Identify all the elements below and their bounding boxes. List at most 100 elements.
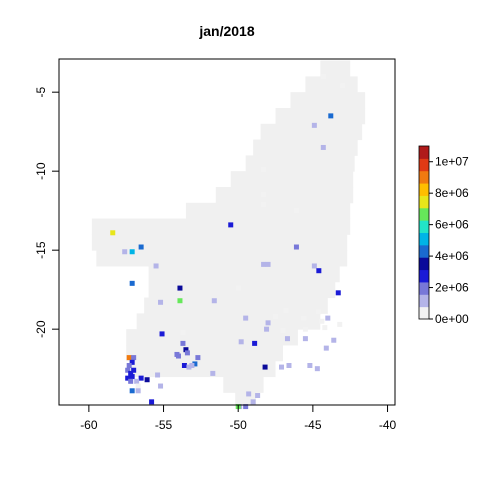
data-cell (129, 359, 135, 365)
legend-tick-label: 6e+06 (435, 218, 469, 232)
data-cell (265, 320, 271, 326)
data-cell (158, 299, 164, 305)
data-cell (328, 113, 334, 119)
data-cell (243, 404, 249, 410)
data-cell (293, 244, 299, 250)
data-cell (159, 331, 165, 337)
region-band (91, 218, 351, 235)
data-cell (255, 393, 261, 399)
data-cell (129, 374, 135, 380)
data-cell (337, 321, 343, 327)
data-cell (340, 83, 346, 89)
x-tick-label: -40 (379, 418, 397, 432)
data-cell (283, 307, 289, 313)
data-cell (131, 355, 137, 361)
data-cell (261, 261, 267, 267)
region-band (185, 202, 351, 220)
x-tick-label: -60 (80, 418, 98, 432)
y-tick-label: -15 (34, 241, 48, 259)
legend-swatch (419, 195, 429, 209)
data-cell (149, 399, 155, 405)
region-band (260, 123, 363, 141)
data-cell (316, 268, 322, 274)
region-band (253, 139, 358, 156)
region-band (290, 92, 366, 109)
region-band (148, 265, 340, 283)
data-cell (138, 375, 144, 381)
land-region (91, 60, 366, 406)
data-cell (125, 375, 131, 381)
data-cell (183, 347, 189, 353)
x-tick-label: -45 (304, 418, 322, 432)
data-cell (186, 364, 192, 370)
data-cell (320, 73, 326, 79)
data-cell (284, 336, 290, 342)
data-cell (228, 222, 234, 228)
legend-swatch (419, 220, 429, 233)
color-legend: 0e+00 2e+06 4e+06 6e+06 8e+06 1e+07 (418, 145, 469, 326)
data-cell (252, 340, 258, 346)
legend-swatch (419, 170, 429, 184)
legend-tick-label: 1e+07 (435, 155, 469, 169)
data-cell (261, 192, 267, 198)
data-cell (129, 249, 135, 255)
data-cell (316, 309, 322, 315)
data-cell (293, 208, 299, 214)
data-cell (261, 167, 267, 173)
data-cell (189, 363, 195, 369)
data-cell (135, 383, 141, 389)
data-cell (195, 355, 201, 361)
data-cell (314, 366, 320, 372)
data-cell (235, 285, 241, 291)
legend-swatch (419, 146, 429, 159)
y-tick-label: -5 (34, 87, 48, 98)
data-cell (265, 261, 271, 267)
region-band (245, 155, 355, 172)
data-cell (192, 361, 198, 367)
data-cell (131, 367, 137, 373)
data-cell (279, 364, 285, 370)
region-band (126, 329, 298, 346)
data-cell (302, 326, 308, 332)
data-cell (286, 363, 292, 369)
region-band (305, 76, 358, 93)
data-cell (126, 355, 132, 361)
data-cell (262, 364, 268, 370)
data-cell (331, 337, 337, 343)
data-cell (238, 339, 244, 345)
data-cell (175, 353, 181, 359)
legend-swatch (419, 232, 429, 246)
region-band (144, 297, 328, 314)
data-cell (177, 285, 183, 291)
data-cell (155, 372, 161, 378)
data-cell (243, 315, 249, 321)
data-cell (307, 363, 313, 369)
legend-swatch (419, 207, 429, 221)
legend-tick-label: 4e+06 (435, 249, 469, 263)
chart-title: jan/2018 (198, 23, 254, 39)
x-axis: -60 -55 -50 -45 -40 (80, 405, 397, 432)
data-cell (126, 363, 132, 369)
data-cell (319, 318, 325, 324)
data-cell (211, 298, 217, 304)
legend-tick-label: 0e+00 (435, 312, 469, 326)
data-cell (180, 329, 186, 335)
legend-swatch (419, 306, 429, 320)
data-cell (134, 378, 140, 384)
region-band (126, 344, 283, 362)
region-band (148, 281, 336, 299)
data-cell (322, 325, 328, 331)
legend-swatch (419, 244, 429, 258)
data-cell (210, 370, 216, 376)
data-cell (273, 314, 279, 320)
data-cell (138, 244, 144, 250)
legend-swatch (419, 269, 429, 283)
legend-swatch (419, 158, 429, 172)
y-tick-label: -10 (34, 162, 48, 180)
data-cell (129, 280, 135, 286)
legend-swatch (419, 281, 429, 295)
data-cell (129, 388, 135, 394)
region-band (320, 60, 351, 77)
data-cell (325, 315, 331, 321)
